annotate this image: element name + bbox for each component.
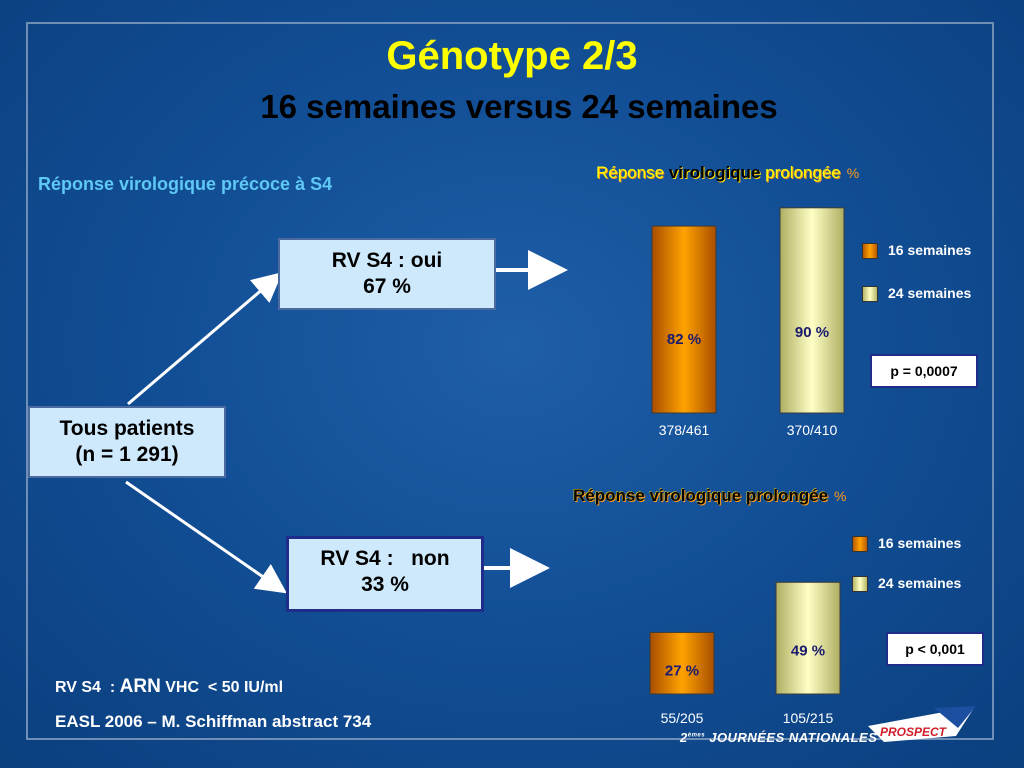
box-rv-s4-non: RV S4 : non 33 % (286, 536, 484, 612)
page-title: Génotype 2/3 (386, 34, 638, 78)
chart1-category-label-1: 378/461 (659, 422, 710, 438)
slide-frame (26, 22, 994, 740)
box-oui-line1: RV S4 : oui (331, 249, 443, 272)
chart2-legend-24: 24 semaines (852, 575, 962, 593)
legend-label: 16 semaines (878, 535, 962, 551)
box-tous-patients: Tous patients (n = 1 291) (28, 406, 226, 478)
legend-orange-swatch (862, 243, 878, 260)
footer-reference: EASL 2006 – M. Schiffman abstract 734 (55, 712, 372, 731)
arrow-to-non (125, 480, 287, 594)
box-all-line2: (n = 1 291) (75, 443, 179, 466)
box-all-line1: Tous patients (59, 417, 195, 440)
legend-orange-swatch (852, 536, 868, 553)
page-subtitle: 16 semaines versus 24 semaines (260, 88, 778, 125)
def-prefix: RV S4 : (55, 679, 120, 696)
chart1-pvalue: p = 0,0007 (870, 354, 978, 388)
chart2-title-text: Réponse virologique prolongée (573, 486, 829, 505)
chart2-bar-2-value-label: 49 % (791, 642, 825, 659)
chart1-bar-2 (779, 207, 845, 414)
chart2-category-label-1: 55/205 (661, 710, 704, 726)
box-non-line2: 33 % (361, 573, 409, 596)
brand-prefix: 2 (680, 730, 688, 745)
legend-yellow-swatch (852, 576, 868, 593)
box-rv-s4-oui: RV S4 : oui 67 % (278, 238, 496, 310)
chart2-unit: % (834, 488, 847, 504)
chart2-bar-2 (775, 581, 841, 695)
def-arn: ARN (119, 676, 161, 697)
chart2-pvalue: p < 0,001 (886, 632, 984, 666)
chart1-title-part2: virologique (668, 163, 761, 182)
chart1-unit: % (846, 165, 860, 181)
chart2-legend-16: 16 semaines (852, 535, 962, 553)
arrow-to-oui (127, 272, 283, 406)
chart1-bar-1-value-label: 82 % (667, 331, 701, 348)
legend-label: 24 semaines (878, 575, 962, 591)
footer-definition: RV S4 : ARN VHC < 50 IU/ml (55, 676, 283, 698)
legend-label: 16 semaines (888, 242, 972, 258)
chart1-bar-2-value-label: 90 % (795, 324, 829, 341)
chart1-title: Réponse virologique prolongée% (596, 163, 859, 183)
chart1-bar-1 (651, 225, 717, 414)
chart2-title: Réponse virologique prolongée% (573, 486, 846, 506)
chart2-category-label-2: 105/215 (783, 710, 834, 726)
brand-sup: èmes (687, 732, 706, 739)
left-heading: Réponse virologique précoce à S4 (38, 174, 333, 194)
chart2-bar-1-value-label: 27 % (665, 662, 699, 679)
legend-label: 24 semaines (888, 285, 972, 301)
def-rest: < 50 IU/ml (199, 679, 284, 696)
prospect-logo: PROSPECT (868, 706, 976, 742)
logo-text: PROSPECT (880, 725, 948, 739)
chart1-title-part1: Réponse (596, 163, 669, 182)
brand-name: JOURNÉES NATIONALES (709, 730, 878, 745)
chart1-legend-16: 16 semaines (862, 242, 972, 260)
chart1-category-label-2: 370/410 (787, 422, 838, 438)
brand-text: 2èmes JOURNÉES NATIONALES (680, 730, 877, 745)
chart1-title-part3: prolongée (760, 163, 841, 182)
chart1-legend-24: 24 semaines (862, 285, 972, 303)
chart2-bar-1 (649, 631, 715, 695)
legend-yellow-swatch (862, 286, 878, 303)
box-non-line1: RV S4 : non (320, 547, 450, 570)
def-vhc: VHC (160, 679, 200, 696)
box-oui-line2: 67 % (363, 275, 411, 298)
